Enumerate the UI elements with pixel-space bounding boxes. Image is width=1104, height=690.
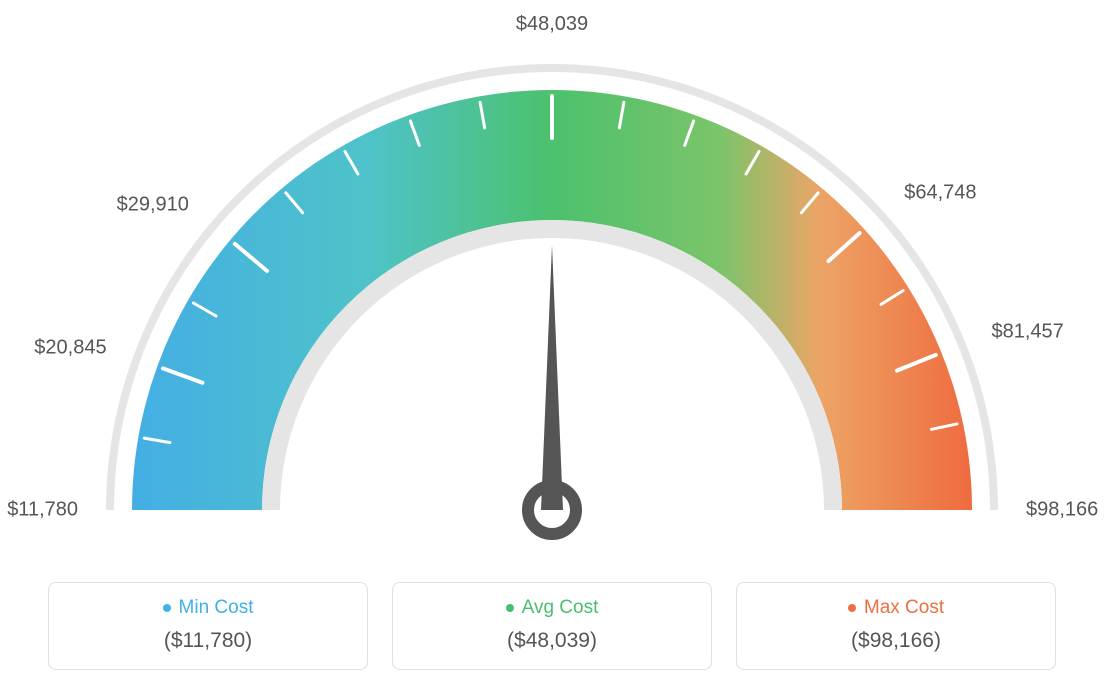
legend-title-max: Max Cost bbox=[848, 597, 944, 619]
legend-title-text: Max Cost bbox=[864, 597, 944, 619]
legend-value-max: ($98,166) bbox=[747, 629, 1045, 653]
legend-dot-icon bbox=[163, 604, 171, 612]
legend-value-min: ($11,780) bbox=[59, 629, 357, 653]
legend-card-avg: Avg Cost ($48,039) bbox=[392, 582, 712, 670]
legend-row: Min Cost ($11,780) Avg Cost ($48,039) Max Co… bbox=[0, 582, 1104, 670]
gauge-scale-label: $64,748 bbox=[904, 181, 976, 204]
legend-card-min: Min Cost ($11,780) bbox=[48, 582, 368, 670]
gauge-area: $11,780 $20,845 $29,910 $48,039 $64,748 $81,4… bbox=[0, 0, 1104, 560]
legend-card-max: Max Cost ($98,166) bbox=[736, 582, 1056, 670]
gauge-scale-label: $48,039 bbox=[516, 13, 588, 36]
gauge-scale-label: $29,910 bbox=[117, 194, 189, 217]
gauge-scale-label: $20,845 bbox=[34, 336, 106, 359]
gauge-scale-label: $98,166 bbox=[1026, 499, 1098, 522]
gauge-scale-label: $11,780 bbox=[7, 499, 78, 522]
legend-title-text: Avg Cost bbox=[522, 597, 599, 619]
gauge-needle bbox=[541, 245, 563, 510]
legend-dot-icon bbox=[506, 604, 514, 612]
legend-dot-icon bbox=[848, 604, 856, 612]
legend-value-avg: ($48,039) bbox=[403, 629, 701, 653]
gauge-scale-label: $81,457 bbox=[991, 321, 1063, 344]
cost-gauge-widget: $11,780 $20,845 $29,910 $48,039 $64,748 $81,4… bbox=[0, 0, 1104, 690]
legend-title-text: Min Cost bbox=[179, 597, 254, 619]
legend-title-avg: Avg Cost bbox=[506, 597, 599, 619]
gauge-svg bbox=[0, 0, 1104, 560]
legend-title-min: Min Cost bbox=[163, 597, 254, 619]
